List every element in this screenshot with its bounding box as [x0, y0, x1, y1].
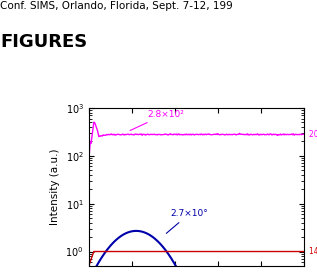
Text: Conf. SIMS, Orlando, Florida, Sept. 7-12, 199: Conf. SIMS, Orlando, Florida, Sept. 7-12… — [0, 1, 233, 11]
Text: 2.8×10²: 2.8×10² — [130, 110, 184, 130]
Text: FIGURES: FIGURES — [0, 33, 87, 51]
Text: 147( 13: 147( 13 — [309, 247, 317, 256]
Y-axis label: Intensity (a.u.): Intensity (a.u.) — [50, 149, 60, 225]
Text: 204( 133C: 204( 133C — [309, 130, 317, 139]
Text: 2.7×10°: 2.7×10° — [166, 209, 208, 233]
